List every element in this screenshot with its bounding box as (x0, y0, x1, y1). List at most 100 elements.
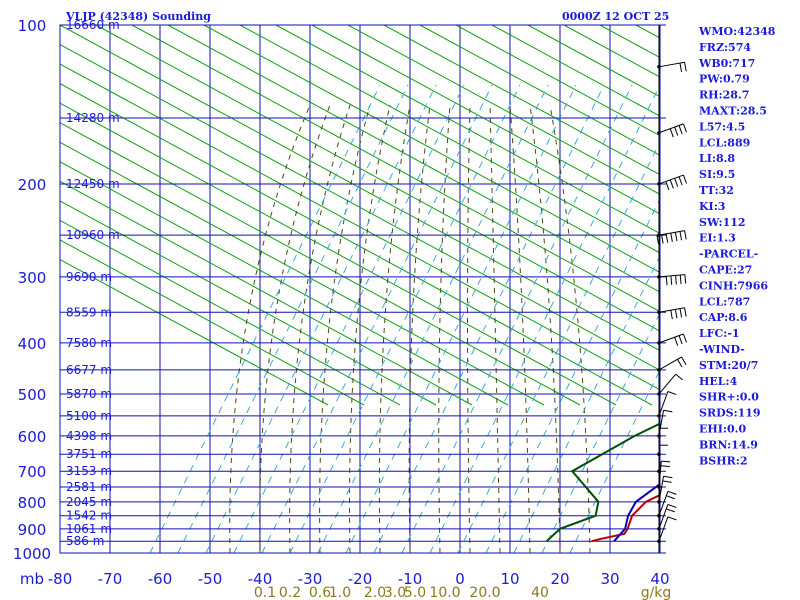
wind-barb (657, 373, 683, 396)
dry-adiabat-line (60, 25, 660, 352)
x-tick-label: -30 (298, 570, 323, 588)
height-label: 5870 m (66, 387, 112, 401)
x-tick-label: -80 (48, 570, 73, 588)
wind-barb-feather (667, 503, 677, 508)
x-tick-label: 40 (650, 570, 669, 588)
index-line: WB0:717 (698, 57, 755, 70)
index-line: WMO:42348 (698, 25, 776, 38)
index-line: SRDS:119 (699, 407, 761, 420)
dry-adiabat-lines (60, 25, 660, 406)
wind-barb-dot (657, 485, 661, 489)
mixing-ratio-line (513, 254, 660, 553)
index-line: TT:32 (699, 184, 734, 197)
wind-barb-staff (658, 461, 662, 488)
index-line: LCL:889 (699, 136, 750, 149)
height-label: 4398 m (66, 429, 112, 443)
index-line: LI:8.8 (699, 152, 735, 165)
height-label: 16660 m (66, 18, 120, 32)
moist-adiabat-line (549, 104, 591, 553)
wind-barb-feather (682, 123, 687, 133)
index-line: BRN:14.9 (699, 438, 758, 451)
index-line: EHI:0.0 (699, 423, 746, 436)
y-tick-label: 400 (18, 335, 47, 353)
dry-adiabat-line (239, 25, 660, 254)
dry-adiabat-line (60, 219, 401, 406)
mixing-ratio-unit: g/kg (641, 585, 672, 600)
wind-barb-feather (674, 126, 679, 136)
wind-barb-feather (674, 309, 678, 319)
moist-adiabat-line (408, 104, 431, 553)
height-label: 6677 m (66, 363, 112, 377)
mixing-ratio-line (401, 84, 633, 553)
wind-barb-dot (657, 414, 661, 418)
mixing-ratio-label: 40 (531, 585, 549, 600)
wind-barb-feather (656, 235, 660, 245)
wind-barb-feather (678, 176, 683, 186)
index-line: LCL:787 (699, 295, 750, 308)
x-tick-label: -60 (148, 570, 173, 588)
index-line: PW:0.79 (699, 73, 750, 86)
wind-barb (657, 460, 671, 489)
index-line: FRZ:574 (699, 41, 751, 54)
dry-adiabat-line (563, 25, 660, 78)
y-tick-label: 300 (18, 269, 47, 287)
wind-barb-dot (657, 310, 661, 315)
mixing-ratio-line (233, 84, 465, 553)
wind-barb (657, 490, 677, 518)
wind-barb-feather (665, 181, 670, 191)
mixing-ratio-line (149, 84, 381, 553)
wind-barb-feather (670, 275, 673, 285)
wind-barb-feather (665, 276, 668, 286)
wind-barb (656, 230, 687, 245)
wind-barb-staff (658, 174, 684, 185)
height-label: 5100 m (66, 409, 112, 423)
x-tick-label: 10 (500, 570, 519, 588)
mixing-ratio-label: 3.0 (384, 585, 406, 600)
x-tick-label: 30 (600, 570, 619, 588)
mixing-ratio-label: 5.0 (404, 585, 426, 600)
height-label: 7580 m (66, 336, 112, 350)
index-line: RH:28.7 (699, 89, 749, 102)
index-line: CAPE:27 (699, 264, 752, 277)
wind-barb-dot (657, 130, 661, 135)
wind-barb-dot (657, 233, 661, 237)
wind-barb (657, 444, 668, 474)
wind-barb-feather (674, 178, 679, 187)
dry-adiabat-line (383, 25, 660, 176)
wind-barb-feather (666, 508, 675, 513)
moist-adiabat-line (319, 104, 371, 553)
dry-adiabat-line (60, 102, 617, 406)
wind-barb (657, 503, 677, 531)
wind-barb (657, 409, 673, 438)
moist-adiabat-line (289, 104, 351, 553)
index-line: EI:1.3 (699, 232, 736, 245)
mixing-ratio-line (345, 84, 577, 553)
y-tick-label: 200 (18, 176, 47, 194)
mixing-ratio-line (261, 84, 493, 553)
moist-adiabat-line (529, 104, 561, 553)
wind-barb-dot (657, 539, 661, 544)
wind-barb-staff (658, 123, 684, 134)
y-tick-label: 700 (18, 463, 47, 481)
wind-barb-feather (684, 274, 687, 284)
mixing-ratio-line (429, 84, 660, 553)
height-label: 3153 m (66, 464, 112, 478)
index-line: HEL:4 (699, 375, 738, 388)
wind-barb-feather (667, 516, 677, 521)
series-line-parcel (613, 482, 660, 542)
moist-adiabat-line (489, 104, 501, 553)
wind-barb (657, 123, 687, 138)
stability-indices: WMO:42348 FRZ:574 WB0:717 PW:0.79 RH:28.7 MAX… (698, 25, 776, 467)
wind-barb-feather (667, 391, 677, 396)
index-line: STM:20/7 (699, 359, 758, 372)
wind-barb-feather (684, 62, 687, 72)
mixing-ratio-line (569, 368, 660, 553)
index-line: CINH:7966 (699, 279, 768, 292)
dry-adiabat-line (347, 25, 660, 195)
wind-barb-dot (657, 65, 661, 69)
x-tick-label: -20 (348, 570, 373, 588)
wind-barb-dot (657, 341, 661, 345)
mixing-ratio-line (485, 197, 660, 553)
index-line: SHR+:0.0 (699, 391, 759, 404)
